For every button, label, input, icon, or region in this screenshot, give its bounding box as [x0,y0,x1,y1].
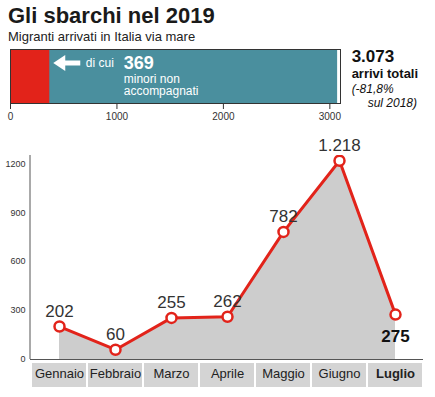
svg-text:2000: 2000 [212,111,235,122]
html-text:Gli sbarchi nel 2019: Gli sbarchi nel 2019 [8,3,215,28]
svg-text:Febbraio: Febbraio [90,366,141,381]
svg-text:782: 782 [269,207,297,226]
svg-text:0: 0 [8,111,14,122]
svg-text:600: 600 [10,256,25,266]
svg-text:1000: 1000 [106,111,129,122]
svg-text:minori nonaccompagnati: minori nonaccompagnati [124,72,199,98]
svg-text:275: 275 [381,327,409,346]
html-text:Migranti arrivati in Italia vi: Migranti arrivati in Italia via mare [8,29,196,44]
svg-text:arrivi totali: arrivi totali [352,66,418,81]
svg-text:Giugno: Giugno [319,366,361,381]
svg-text:Aprile: Aprile [211,366,244,381]
svg-text:Luglio: Luglio [376,366,415,381]
svg-text:369: 369 [124,53,154,73]
svg-text:0: 0 [20,354,25,364]
svg-text:300: 300 [10,305,25,315]
svg-text:900: 900 [10,208,25,218]
svg-text:262: 262 [213,292,241,311]
svg-text:3.073: 3.073 [352,47,395,66]
svg-text:3000: 3000 [319,111,342,122]
svg-text:sul 2018): sul 2018) [368,96,417,110]
svg-text:60: 60 [106,325,125,344]
svg-text:255: 255 [157,293,185,312]
svg-text:(-81,8%: (-81,8% [352,82,394,96]
svg-text:1.218: 1.218 [318,136,361,155]
svg-text:202: 202 [45,302,73,321]
svg-text:di cui: di cui [86,56,114,70]
svg-text:Marzo: Marzo [153,366,189,381]
svg-text:Gennaio: Gennaio [35,366,84,381]
svg-text:Maggio: Maggio [262,366,305,381]
svg-text:1200: 1200 [5,159,25,169]
